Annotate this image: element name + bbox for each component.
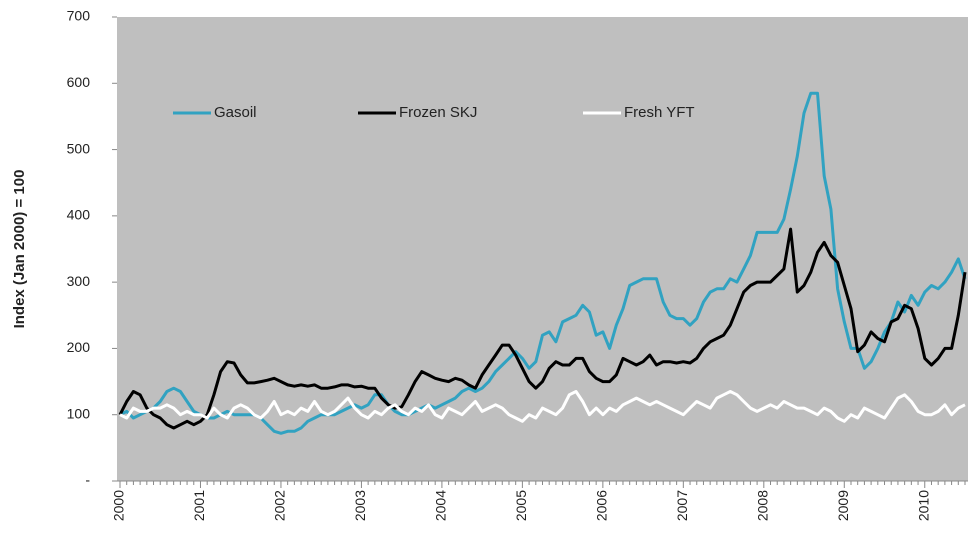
legend-label: Frozen SKJ [399, 104, 477, 121]
y-axis-label: Index (Jan 2000) = 100 [11, 170, 28, 329]
x-tick-label: 2009 [835, 490, 851, 521]
x-tick-label: 2001 [191, 490, 207, 521]
x-tick-label: 2008 [755, 490, 771, 521]
legend-label: Fresh YFT [624, 104, 695, 121]
y-tick-label: 100 [67, 405, 91, 421]
x-tick-label: 2007 [674, 490, 690, 521]
y-tick-label: 600 [67, 74, 91, 90]
x-tick-label: 2003 [352, 490, 368, 521]
y-tick-label: 300 [67, 273, 91, 289]
plot-area [117, 17, 968, 481]
x-tick-label: 2010 [915, 490, 931, 521]
legend-label: Gasoil [214, 104, 257, 121]
y-tick-label: - [85, 472, 90, 488]
series-line [118, 227, 967, 430]
y-tick-label: 200 [67, 339, 91, 355]
x-tick-label: 2002 [272, 490, 288, 521]
y-tick-label: 400 [67, 207, 91, 223]
x-tick-label: 2005 [513, 490, 529, 521]
x-tick-label: 2000 [111, 490, 127, 521]
y-tick-label: 500 [67, 140, 91, 156]
x-tick-label: 2004 [433, 490, 449, 521]
series-line [119, 390, 966, 423]
y-tick-label: 700 [67, 8, 91, 24]
x-tick-label: 2006 [594, 490, 610, 521]
